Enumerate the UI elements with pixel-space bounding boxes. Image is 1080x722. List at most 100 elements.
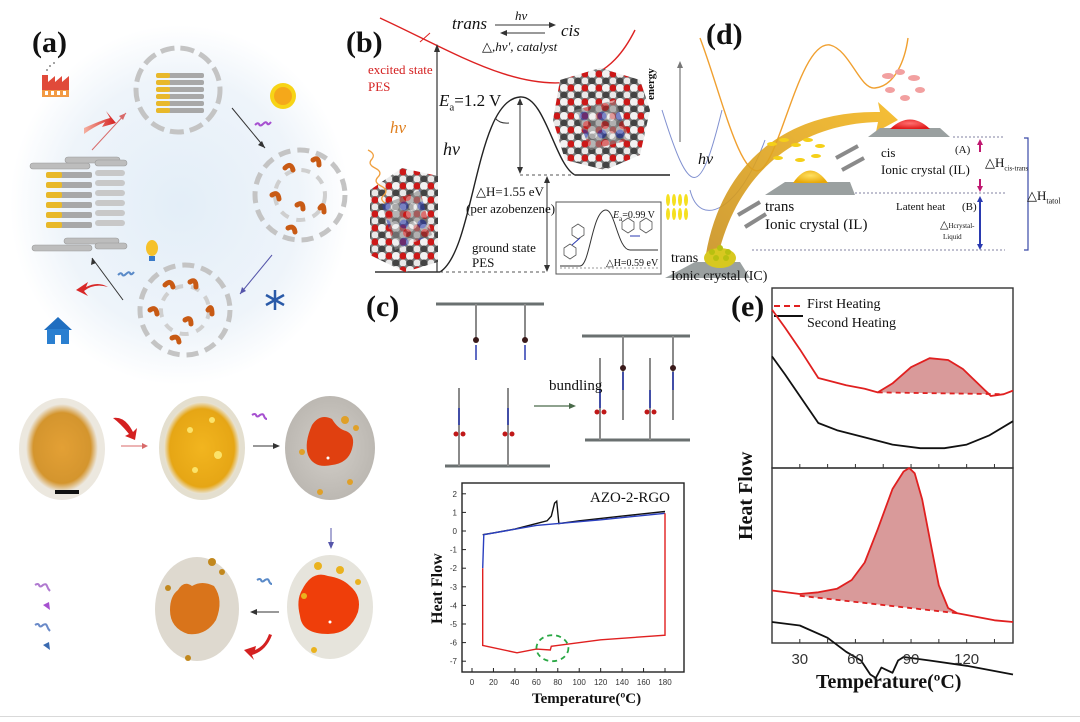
chart-c-series-baseline (482, 512, 666, 569)
panel-d-label: (d) (706, 18, 743, 51)
chart-c-xtick-label: 180 (658, 678, 672, 687)
chart-e-xtick-label: 120 (954, 651, 979, 668)
chart-c-ytick-label: -2 (450, 564, 458, 573)
molecule-model-left (370, 168, 438, 272)
cis-trans-enthalpy-label: △Hcis-trans (985, 156, 1028, 173)
panel-b-label: (b) (346, 26, 383, 59)
chart-e-ylabel: Heat Flow (735, 451, 757, 540)
total-enthalpy-sub: tatol (1046, 196, 1061, 206)
bundling-label: bundling (549, 378, 603, 394)
trans-mid-phase-label: Ionic crystal (IL) (765, 217, 868, 233)
inset-activation-label: Ea=0.99 V (613, 211, 655, 223)
label-B: (B) (962, 201, 977, 213)
chart-e-series-second-heating-bottom (771, 621, 1014, 679)
disordered-cluster-right (252, 147, 348, 243)
sample-photo-3 (285, 396, 375, 500)
reverse-condition-label: △,hv', catalyst (482, 39, 558, 54)
chart-c-ytick-label: -3 (450, 583, 458, 592)
chart-c-xtick-label: 140 (615, 678, 629, 687)
chart-c-xtick-label: 40 (510, 678, 519, 687)
crystal-liquid-sub2: Liquid (943, 233, 962, 241)
trans-low-label: trans (671, 251, 699, 266)
trans-low-phase-label: Ionic crystal (IC) (671, 269, 768, 284)
chart-e-frame-top (771, 287, 1014, 469)
chart-c-xtick-label: 0 (470, 678, 475, 687)
house-icon (44, 317, 72, 344)
ground-pes-label: PES (472, 255, 495, 270)
chart-e-series-first-heating-bottom (771, 467, 1014, 623)
chart-e-peak-area-top (877, 358, 1004, 395)
chart-c-xtick-label: 60 (532, 678, 541, 687)
chart-c-ytick-label: -5 (450, 620, 458, 629)
chart-c-ytick-label: 2 (453, 490, 458, 499)
page-bottom-rule (0, 716, 1080, 717)
chart-c-xtick-label: 80 (553, 678, 562, 687)
hv-arrow-label: hv (443, 139, 460, 159)
chart-e-series-second-heating-top (771, 355, 1014, 450)
cis-state-label: cis (881, 145, 896, 160)
chart-c-ytick-label: -1 (450, 546, 458, 555)
energy-axis-label: energy (645, 68, 657, 100)
lightbulb-icon (146, 240, 158, 261)
disordered-cluster-bottom (137, 262, 233, 358)
chart-e-xtick-label: 90 (903, 651, 920, 668)
inset-activation-value: =0.99 V (622, 210, 655, 221)
chart-c-ytick-label: 0 (453, 527, 458, 536)
hv-label-d: hv (698, 151, 714, 168)
chart-e-xtick-label: 60 (847, 651, 864, 668)
inset-activation-symbol: E (613, 210, 620, 221)
sample-photo-4 (287, 555, 373, 659)
crystal-liquid-enthalpy-label: △Hcrystal- Liquid (940, 220, 975, 242)
activation-energy-sub: a (449, 101, 455, 114)
chart-c-xtick-label: 100 (573, 678, 587, 687)
heat-out-arrow (76, 282, 108, 296)
chart-c-ytick-label: -4 (450, 601, 458, 610)
legend-first-heating: First Heating (807, 297, 881, 312)
chart-e-peak-area-bottom (799, 468, 958, 614)
inset-enthalpy-label: △H=0.59 eV (606, 258, 659, 269)
excited-pes-label: PES (368, 79, 391, 94)
total-enthalpy-symbol: △H (1027, 188, 1047, 203)
trans-mid-label: trans (765, 199, 795, 215)
chart-c-ytick-label: -6 (450, 639, 458, 648)
total-enthalpy-label: △Htatol (1027, 189, 1061, 206)
chart-e-xlabel: Temperature(ºC) (816, 671, 962, 693)
cis-label: cis (561, 21, 580, 40)
chart-c-series-cooling (482, 513, 666, 654)
sun-icon (270, 83, 296, 109)
enthalpy-label: △H=1.55 eV (476, 184, 544, 199)
panel-a-diagram (10, 25, 375, 661)
inset-activation-sub: a (619, 215, 623, 223)
per-azobenzene-label: (per azobenzene) (466, 201, 556, 216)
activation-energy-label: Ea=1.2 V (439, 92, 501, 113)
ordered-cluster (133, 45, 223, 135)
ground-state-label: ground state (472, 240, 536, 255)
chart-c-ytick-label: 1 (453, 508, 458, 517)
chart-c-xtick-label: 160 (637, 678, 651, 687)
label-A: (A) (955, 144, 971, 156)
cis-trans-enthalpy-sub: cis-trans (1004, 164, 1029, 173)
panel-a-label: (a) (32, 26, 67, 59)
crystal-stack (29, 156, 128, 252)
sample-photo-5 (155, 557, 239, 661)
chart-c-xtick-label: 20 (489, 678, 498, 687)
factory-icon (42, 62, 69, 97)
legend-second-heating: Second Heating (807, 316, 897, 331)
hv-top-label: hv (515, 8, 528, 23)
chart-e-xtick-label: 30 (791, 651, 808, 668)
activation-energy-symbol: E (439, 91, 450, 110)
chart-e-frame-bottom (771, 467, 1014, 644)
excited-state-label: excited state (368, 62, 433, 77)
chart-c-ytick-label: -7 (450, 657, 458, 666)
molecule-model-right (553, 68, 650, 170)
photoisomerization-arrow (705, 102, 898, 265)
chart-c-highlight-circle (535, 634, 570, 663)
panel-c-label: (c) (366, 290, 400, 323)
chart-c-xtick-label: 120 (594, 678, 608, 687)
chart-e-baseline-bottom (799, 594, 958, 615)
chart-c-series-heating (482, 499, 666, 536)
chart-c-xlabel: Temperature(ºC) (532, 691, 642, 707)
snowflake-icon (265, 290, 285, 310)
sample-photo-2 (159, 396, 245, 500)
chart-e-baseline-top (877, 391, 1004, 396)
